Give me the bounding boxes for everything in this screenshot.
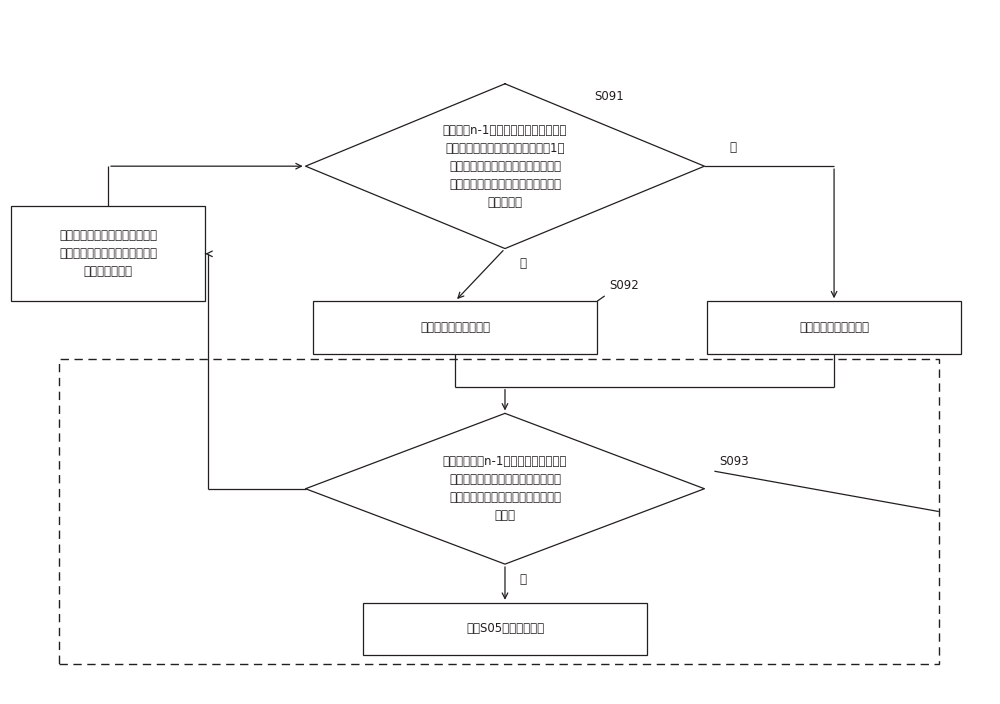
Text: 增大所述耦合面的温度: 增大所述耦合面的温度 <box>799 321 869 334</box>
Text: 根据所述n-1组相邻两个单流道模型对
同一耦合面的流入温度，判断与第1个
耦合面相对应的相邻两个单流道模型
对同一耦合面的流入温度之和是否大
于预设范围: 根据所述n-1组相邻两个单流道模型对 同一耦合面的流入温度，判断与第1个 耦合面… <box>443 124 567 208</box>
Bar <box>59 359 939 664</box>
Text: 否: 否 <box>729 141 736 153</box>
Bar <box>363 603 647 655</box>
Text: 返回S05重新进行计算: 返回S05重新进行计算 <box>466 622 544 636</box>
Text: 是: 是 <box>519 572 526 586</box>
Text: 是: 是 <box>519 257 526 270</box>
Bar <box>707 301 961 353</box>
Text: S092: S092 <box>610 279 639 292</box>
Bar <box>313 301 597 353</box>
Text: S093: S093 <box>719 455 749 467</box>
Bar <box>11 206 205 301</box>
Text: 对下一个耦合面相对应的相邻两
个单流道模型对同一耦合面的流
入温度进行判断: 对下一个耦合面相对应的相邻两 个单流道模型对同一耦合面的流 入温度进行判断 <box>59 230 157 278</box>
Text: 判断是否所有n-1组耦合面相对应的相
邻两个单流道模型对同一耦合面的流
入温度之和是否大于预设范围全部完
成判断: 判断是否所有n-1组耦合面相对应的相 邻两个单流道模型对同一耦合面的流 入温度之… <box>443 455 567 522</box>
Text: 减小所述耦合面的温度: 减小所述耦合面的温度 <box>420 321 490 334</box>
Text: S091: S091 <box>595 90 624 103</box>
